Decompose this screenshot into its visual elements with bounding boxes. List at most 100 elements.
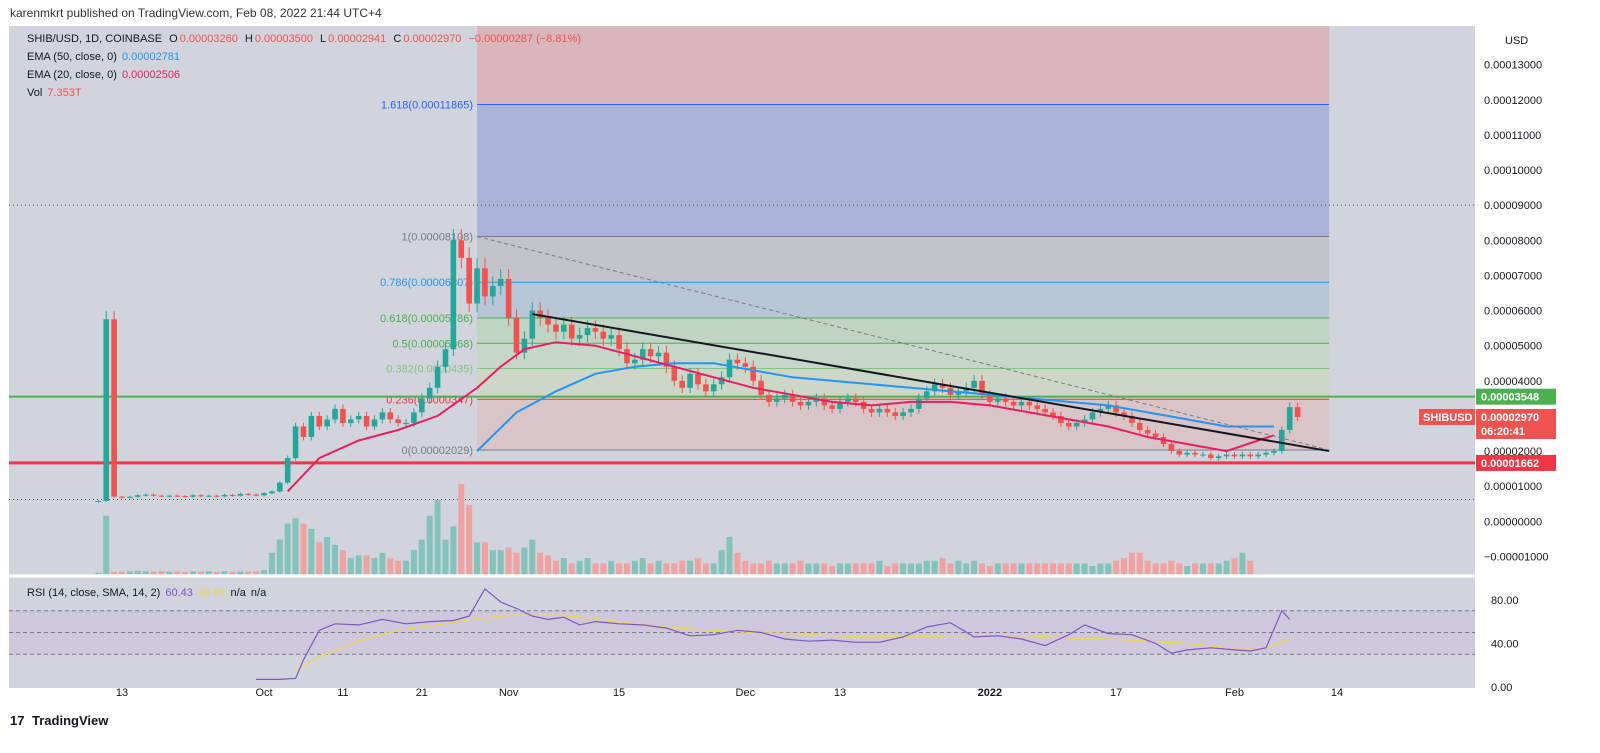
rsi-line bbox=[256, 587, 1291, 681]
candle-body bbox=[742, 363, 749, 367]
candle-body bbox=[316, 415, 323, 427]
volume-bar bbox=[576, 560, 583, 574]
volume-bar bbox=[908, 563, 914, 574]
candle-body bbox=[1034, 405, 1041, 409]
legend-close: 0.00002970 bbox=[403, 33, 462, 45]
candle-body bbox=[632, 359, 638, 364]
volume-bar bbox=[426, 515, 433, 574]
legend-rsi-row[interactable]: RSI (14, close, SMA, 14, 2) 60.43 48.82 … bbox=[27, 584, 266, 602]
candle-body bbox=[734, 359, 741, 364]
legend-ema50-row[interactable]: EMA (50, close, 0) 0.00002781 bbox=[27, 48, 180, 66]
candle-body bbox=[1152, 433, 1159, 437]
volume-bar bbox=[979, 563, 986, 574]
legend-ema50-value: 0.00002781 bbox=[121, 51, 181, 63]
volume-bar bbox=[600, 563, 607, 574]
volume-bar bbox=[963, 563, 970, 574]
fib-zone bbox=[477, 236, 1330, 283]
volume-bar bbox=[497, 550, 504, 574]
tradingview-brand[interactable]: 17 TradingView bbox=[10, 710, 108, 732]
candle-body bbox=[545, 317, 551, 325]
volume-bar bbox=[1026, 563, 1033, 574]
volume-bar bbox=[545, 555, 552, 574]
candle-body bbox=[529, 310, 536, 339]
candle-body bbox=[994, 398, 1001, 402]
price-axis-tick-label: 0.00011000 bbox=[1484, 130, 1541, 142]
legend-open: 0.00003260 bbox=[179, 33, 238, 45]
candle-body bbox=[1286, 407, 1293, 430]
volume-bar bbox=[1223, 560, 1230, 574]
volume-bar bbox=[718, 550, 725, 574]
candle-body bbox=[829, 405, 835, 409]
candle-body bbox=[789, 394, 796, 402]
volume-bar bbox=[95, 572, 102, 574]
volume-bar bbox=[765, 560, 772, 574]
volume-bar bbox=[1057, 563, 1064, 574]
legend-high: 0.00003500 bbox=[254, 33, 313, 45]
candle-body bbox=[142, 494, 149, 496]
candle-body bbox=[908, 408, 914, 413]
legend-rsi-value: 60.43 bbox=[165, 587, 193, 599]
volume-bar bbox=[663, 563, 670, 574]
trendline bbox=[532, 313, 1330, 453]
legend-low-label: L bbox=[320, 33, 327, 45]
candle-body bbox=[750, 366, 756, 381]
volume-bar bbox=[734, 552, 741, 574]
candle-body bbox=[300, 426, 307, 437]
volume-bar bbox=[213, 571, 220, 574]
candle-body bbox=[1294, 407, 1301, 417]
candle-body bbox=[442, 349, 449, 367]
legend-low: 0.00002941 bbox=[328, 33, 387, 45]
volume-bar bbox=[1042, 563, 1049, 574]
volume-bar bbox=[671, 563, 678, 574]
volume-bar bbox=[892, 563, 899, 574]
volume-bar bbox=[418, 539, 425, 574]
volume-bar bbox=[150, 571, 157, 574]
candle-body bbox=[679, 380, 685, 388]
legend-ema20-row[interactable]: EMA (20, close, 0) 0.00002506 bbox=[27, 66, 180, 84]
volume-bar bbox=[379, 552, 386, 574]
volume-bar bbox=[119, 571, 125, 574]
fib-level-label: 0(0.00002029) bbox=[401, 445, 473, 457]
legend-symbol[interactable]: SHIB/USD, 1D, COINBASE bbox=[27, 33, 163, 45]
fib-level-label: 0.382(0.0000435) bbox=[386, 363, 473, 375]
candle-body bbox=[1089, 412, 1096, 420]
candle-body bbox=[466, 257, 472, 304]
volume-bar bbox=[852, 563, 859, 574]
candle-body bbox=[1176, 451, 1183, 455]
volume-bar bbox=[324, 536, 331, 574]
volume-bar bbox=[647, 563, 654, 574]
candle-body bbox=[584, 328, 591, 336]
chart-frame[interactable]: 1.618(0.00011865) 1(0.00008108) 0.786(0.00… bbox=[9, 26, 1557, 702]
volume-bar bbox=[884, 566, 891, 574]
candle-body bbox=[1215, 456, 1222, 459]
candle-body bbox=[576, 335, 583, 339]
volume-bar bbox=[1215, 563, 1222, 574]
volume-bar bbox=[292, 518, 299, 574]
candle-body bbox=[253, 494, 259, 496]
volume-bar bbox=[537, 552, 544, 574]
tradingview-logo-icon: 17 bbox=[10, 713, 25, 728]
fib-zone bbox=[477, 399, 1330, 451]
candle-body bbox=[687, 373, 693, 388]
price-axis-tick-label: 0.00008000 bbox=[1484, 235, 1542, 247]
volume-bar bbox=[955, 560, 962, 574]
candle-body bbox=[205, 495, 212, 497]
volume-bar bbox=[166, 571, 173, 574]
legend-rsi-sma-value: 48.82 bbox=[197, 587, 226, 599]
candle-body bbox=[710, 384, 717, 392]
candle-body bbox=[537, 310, 543, 318]
candle-body bbox=[884, 408, 891, 413]
volume-bar bbox=[197, 571, 204, 574]
resistance-price-tag: 0.00003548 bbox=[1481, 392, 1539, 404]
candle-body bbox=[403, 422, 409, 424]
volume-bar bbox=[308, 529, 315, 574]
candle-body bbox=[1129, 415, 1135, 423]
volume-bar bbox=[1073, 563, 1080, 574]
fib-level-label: 0.618(0.00005786) bbox=[380, 313, 473, 325]
chart-canvas[interactable]: 1.618(0.00011865)1(0.00008108)0.786(0.00… bbox=[9, 26, 1557, 702]
legend-vol-row[interactable]: Vol 7.353T bbox=[27, 84, 82, 102]
fib-level-label: 0.786(0.00006807) bbox=[380, 277, 473, 289]
volume-bar bbox=[750, 563, 757, 574]
volume-bar bbox=[1192, 563, 1199, 574]
price-axis-tick-label: −0.00001000 bbox=[1484, 551, 1549, 563]
